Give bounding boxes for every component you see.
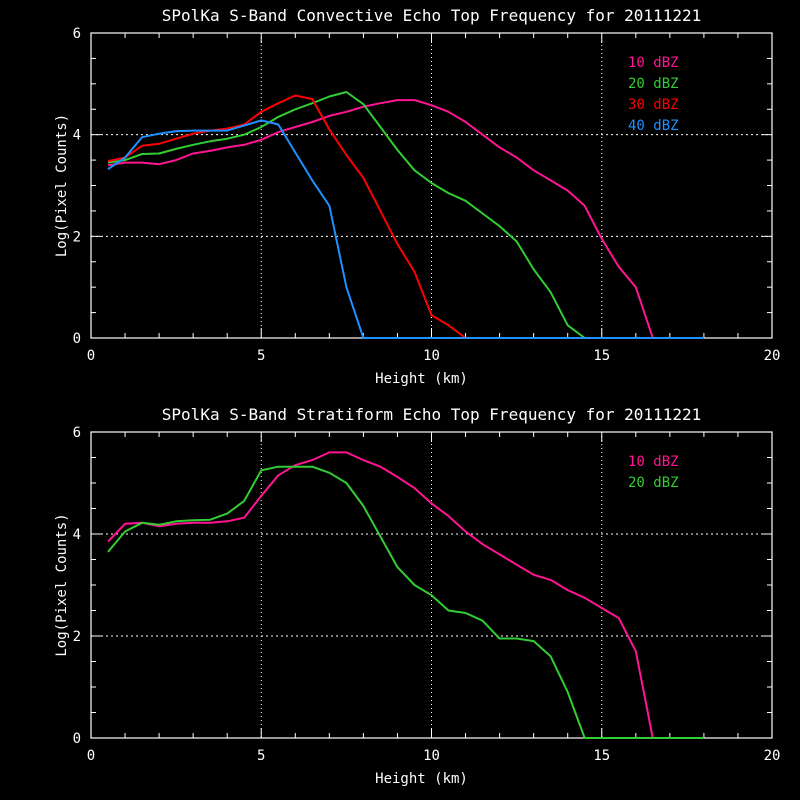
legend-entry: 40 dBZ: [628, 118, 679, 134]
y-tick-label: 0: [73, 331, 81, 347]
series-line-40-dbz: [107, 119, 704, 339]
y-tick-label: 6: [73, 26, 81, 42]
y-tick-label: 2: [73, 229, 81, 245]
legend-entry: 20 dBZ: [628, 475, 679, 491]
x-tick-label: 0: [87, 348, 95, 364]
series-line-20-dbz: [107, 465, 704, 739]
y-tick-label: 4: [73, 128, 81, 144]
y-tick-label: 6: [73, 425, 81, 441]
y-axis-label: Log(Pixel Counts): [54, 513, 70, 656]
x-tick-label: 5: [257, 748, 265, 764]
y-tick-label: 0: [73, 731, 81, 747]
x-axis-label: Height (km): [375, 371, 468, 387]
legend-entry: 10 dBZ: [628, 55, 679, 71]
x-tick-label: 15: [593, 748, 610, 764]
x-tick-label: 0: [87, 748, 95, 764]
y-tick-label: 4: [73, 527, 81, 543]
series-line-10-dbz: [107, 99, 704, 339]
series-line-20-dbz: [107, 91, 704, 339]
x-tick-label: 5: [257, 348, 265, 364]
x-tick-label: 10: [423, 348, 440, 364]
chart-title: SPolKa S-Band Convective Echo Top Freque…: [162, 6, 701, 25]
y-tick-label: 2: [73, 629, 81, 645]
legend-entry: 30 dBZ: [628, 97, 679, 113]
convective-plot: 0 5 10 15 20 0 2 4 6 SPolKa S-Band Convective Ech…: [54, 6, 780, 387]
y-axis-label: Log(Pixel Counts): [54, 114, 70, 257]
x-tick-label: 15: [593, 348, 610, 364]
stratiform-plot: 0 5 10 15 20 0 2 4 6 SPolKa S-Band Stratiform Ech…: [54, 405, 780, 787]
x-axis-label: Height (km): [375, 771, 468, 787]
series-line-30-dbz: [107, 94, 704, 339]
series-line-10-dbz: [107, 451, 704, 739]
x-tick-label: 10: [423, 748, 440, 764]
chart-title: SPolKa S-Band Stratiform Echo Top Freque…: [162, 405, 701, 424]
x-tick-label: 20: [764, 748, 781, 764]
legend-entry: 10 dBZ: [628, 454, 679, 470]
x-tick-label: 20: [764, 348, 781, 364]
legend-entry: 20 dBZ: [628, 76, 679, 92]
